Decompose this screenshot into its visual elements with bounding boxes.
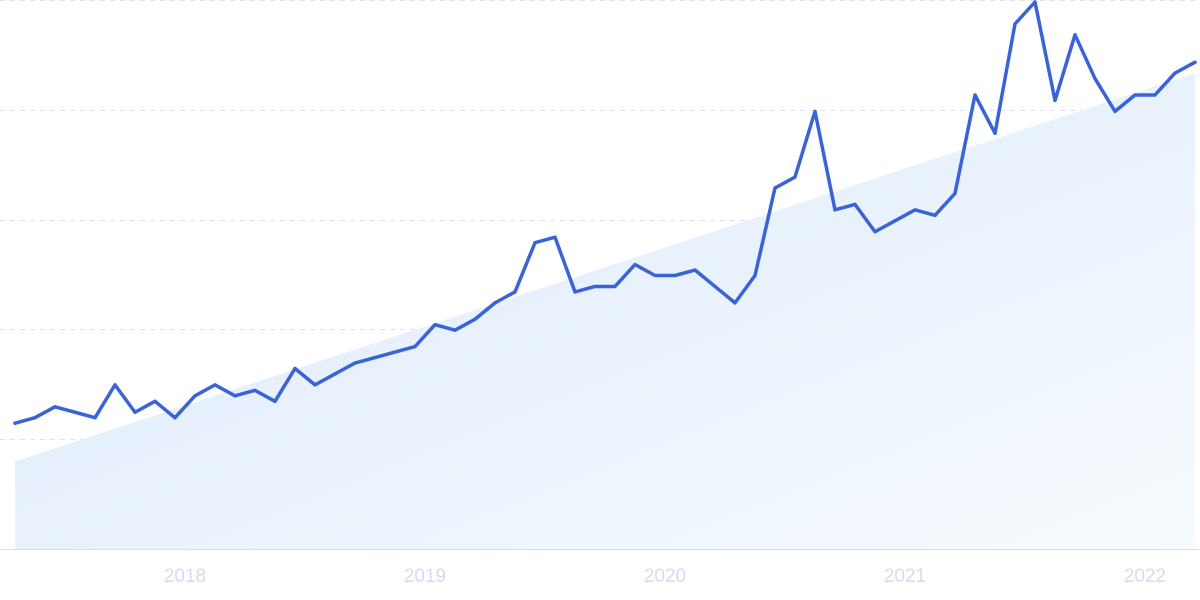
data-point [693,268,697,272]
data-point [873,230,877,234]
x-tick-label: 2018 [164,566,206,587]
data-point [93,416,97,420]
x-tick-labels: 2018 2019 2020 2021 2022 [164,566,1166,587]
data-point [1093,76,1097,81]
data-points [13,0,1197,425]
data-point [733,301,737,305]
data-point [133,410,137,414]
data-point [593,284,597,289]
data-point [933,213,937,217]
data-point [673,273,677,278]
data-point [613,284,617,289]
data-point [1193,60,1197,64]
data-point [453,328,457,332]
data-point [1133,93,1137,97]
data-point [833,208,837,212]
data-point [293,366,297,371]
data-point [493,301,497,305]
data-point [713,284,717,289]
data-point [1173,71,1177,75]
data-point [1053,98,1057,103]
x-tick-label: 2020 [644,566,686,587]
data-point [753,273,757,278]
data-point [113,383,117,387]
data-point [353,361,357,365]
data-point [913,208,917,212]
data-point [153,399,157,403]
data-point [813,109,817,113]
data-point [953,191,957,196]
data-point [1013,22,1017,26]
data-point [373,355,377,360]
data-point [193,394,197,398]
x-tick-label: 2019 [404,566,446,587]
data-point [13,421,17,425]
data-point [213,383,217,387]
data-point [53,405,57,409]
trend-area [15,73,1195,550]
x-tick-label: 2022 [1124,566,1166,587]
data-point [633,262,637,267]
data-point [573,290,577,294]
data-point [973,93,977,97]
data-point [173,416,177,420]
data-point [1033,0,1037,4]
data-point [413,345,417,349]
data-point [533,241,537,245]
series-line [13,0,1197,425]
data-point [273,399,277,403]
data-point [1073,33,1077,37]
data-point [393,350,397,354]
data-point [253,388,257,392]
data-point [333,372,337,376]
x-tick-label: 2021 [884,566,926,587]
data-point [33,416,37,420]
data-point [473,317,477,321]
data-point [653,273,657,278]
data-point [1153,93,1157,97]
data-point [993,131,997,135]
data-point [1113,109,1117,113]
data-point [793,175,797,179]
data-point [553,235,557,239]
data-point [433,323,437,327]
data-point [313,383,317,387]
data-point [893,219,897,223]
data-point [73,410,77,414]
data-point [773,186,777,190]
data-point [853,202,857,206]
data-point [513,290,517,294]
data-point [233,394,237,398]
